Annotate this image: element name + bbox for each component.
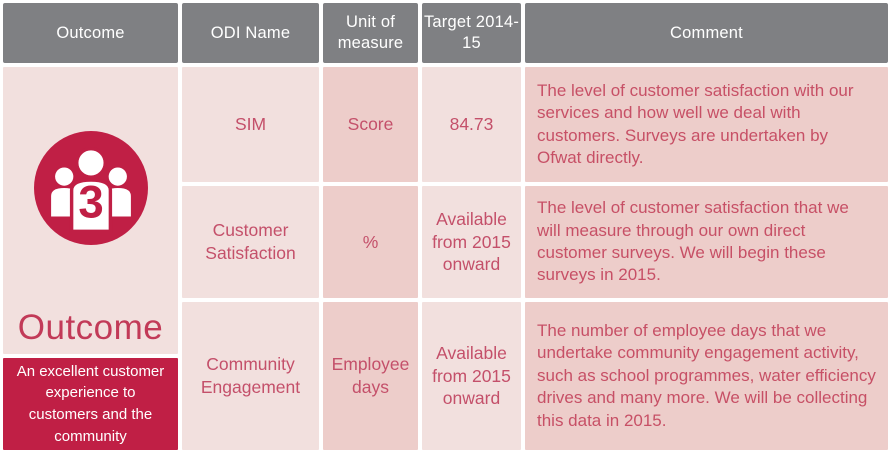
column-header-unit-of-measure: Unit of measure (323, 3, 418, 63)
outcome-title: Outcome (17, 308, 164, 347)
comment-cell: The number of employee days that we unde… (525, 302, 888, 450)
odi-name-cell: SIM (182, 67, 319, 182)
outcome-description: An excellent customer experience to cust… (3, 358, 178, 450)
unit-cell: Employee days (323, 302, 418, 450)
comment-cell: The level of customer satisfaction that … (525, 186, 888, 298)
unit-cell: Score (323, 67, 418, 182)
target-cell: Available from 2015 onward (422, 186, 521, 298)
column-header-target: Target 2014-15 (422, 3, 521, 63)
outcome-main-panel: 3 Outcome (3, 67, 178, 354)
svg-text:3: 3 (78, 176, 103, 227)
comment-cell: The level of customer satisfaction with … (525, 67, 888, 182)
people-group-3-icon: 3 (33, 130, 148, 245)
column-header-comment: Comment (525, 3, 888, 63)
unit-cell: % (323, 186, 418, 298)
column-header-odi-name: ODI Name (182, 3, 319, 63)
outcome-icon-wrap: 3 (3, 67, 178, 308)
outcome-cell: 3 Outcome An excellent customer experien… (3, 67, 178, 450)
target-cell: 84.73 (422, 67, 521, 182)
odi-name-cell: Community Engagement (182, 302, 319, 450)
column-header-outcome: Outcome (3, 3, 178, 63)
odi-name-cell: Customer Satisfaction (182, 186, 319, 298)
target-cell: Available from 2015 onward (422, 302, 521, 450)
